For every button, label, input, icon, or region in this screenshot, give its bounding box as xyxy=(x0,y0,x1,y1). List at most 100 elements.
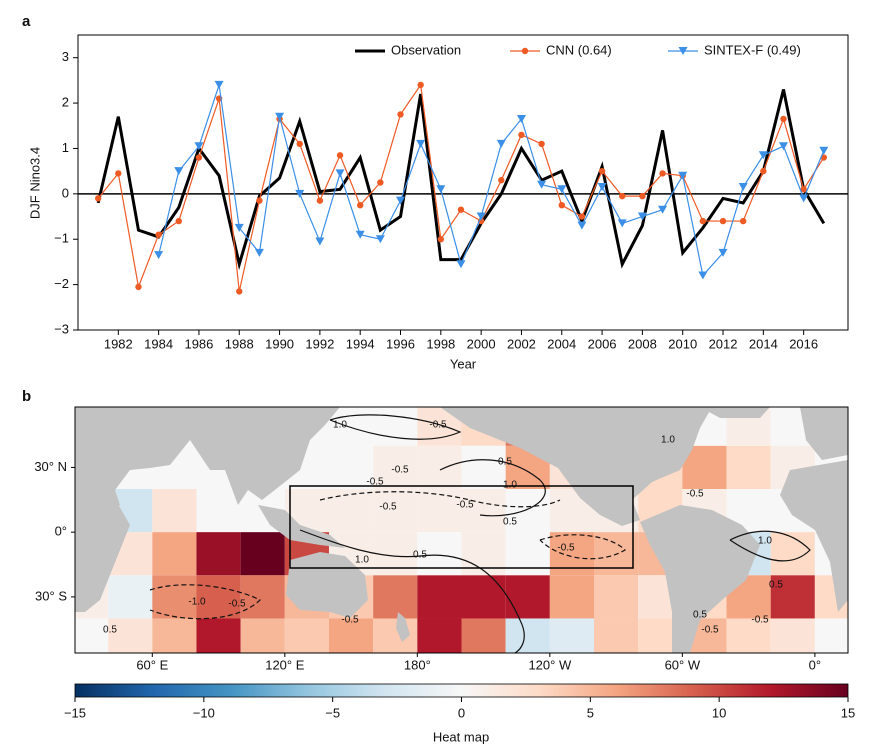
point xyxy=(617,219,627,228)
point xyxy=(598,167,606,175)
contour-label: -0.5 xyxy=(701,625,719,636)
plot-area xyxy=(94,80,829,295)
series-line xyxy=(96,89,826,271)
maritime-asia xyxy=(258,505,345,548)
x-tick-label: 2010 xyxy=(668,336,697,351)
point xyxy=(375,235,385,244)
heat-cell xyxy=(373,445,418,489)
contour-label: -0.5 xyxy=(228,599,246,610)
heat-cell xyxy=(417,489,462,533)
x-tick-label: 1992 xyxy=(305,336,334,351)
x-tick-label: 1984 xyxy=(144,336,173,351)
point xyxy=(719,217,727,225)
colorbar-tick-label: 15 xyxy=(841,705,855,720)
x-tick-label: 1982 xyxy=(104,336,133,351)
heat-cell xyxy=(461,445,506,489)
x-tick-label: 2016 xyxy=(789,336,818,351)
point xyxy=(799,194,809,203)
heat-cell xyxy=(284,618,329,653)
heat-cell xyxy=(152,489,197,533)
heat-cell xyxy=(328,489,374,533)
heat-cell xyxy=(108,618,153,653)
y-tick-label: 2 xyxy=(62,95,69,110)
x-tick-label: 120° W xyxy=(528,657,572,672)
contour-label: 0.5 xyxy=(769,580,783,591)
panel-letter: b xyxy=(22,388,31,405)
contour-label: 1.0 xyxy=(503,480,517,491)
contour-label: -0.5 xyxy=(456,500,474,511)
contour-line xyxy=(149,584,262,620)
y-tick-label: −2 xyxy=(54,276,69,291)
point xyxy=(496,139,506,148)
heat-cell xyxy=(549,575,595,619)
point xyxy=(417,81,424,89)
heat-cell xyxy=(549,532,595,576)
x-tick-label: 120° E xyxy=(265,657,305,672)
point xyxy=(718,248,728,257)
legend-label: Observation xyxy=(391,42,461,57)
heat-cell xyxy=(328,407,374,446)
contour-label: -0.5 xyxy=(366,477,384,488)
y-tick-label: 0° xyxy=(55,524,67,539)
heat-cell xyxy=(373,618,418,653)
point xyxy=(316,197,324,204)
contour-line xyxy=(299,529,525,653)
point xyxy=(597,183,607,192)
point xyxy=(135,283,142,291)
point xyxy=(699,217,707,225)
south-america xyxy=(640,505,760,653)
x-tick-label: 2008 xyxy=(628,336,657,351)
x-tick-label: 180° xyxy=(404,657,431,672)
y-axis-label: DJF Nino3.4 xyxy=(27,147,42,219)
panel-letter: a xyxy=(22,13,31,30)
point xyxy=(356,201,364,209)
point xyxy=(698,271,708,280)
point xyxy=(780,115,787,123)
point xyxy=(758,151,768,160)
x-tick-label: 1990 xyxy=(265,336,294,351)
heat-cell xyxy=(461,618,506,653)
x-tick-label: 1986 xyxy=(184,336,213,351)
point xyxy=(296,140,303,148)
heat-cell xyxy=(373,489,418,533)
colorbar-tick-label: 10 xyxy=(712,705,726,720)
point xyxy=(396,196,406,205)
point xyxy=(155,231,162,238)
x-tick-label: 1998 xyxy=(426,336,455,351)
heat-cell xyxy=(417,618,462,653)
point xyxy=(154,251,164,260)
point xyxy=(436,185,446,194)
contours xyxy=(149,414,811,653)
heat-cell xyxy=(196,489,241,533)
x-tick-label: 0° xyxy=(809,657,821,672)
contour-label: 0.5 xyxy=(103,625,117,636)
contour-label: 1.0 xyxy=(355,555,369,566)
point xyxy=(456,260,466,269)
nino-box xyxy=(289,485,634,569)
greenland xyxy=(700,407,770,418)
y-tick-label: 0 xyxy=(62,185,69,200)
heat-cell xyxy=(240,618,285,653)
contour-line xyxy=(439,459,546,517)
land xyxy=(75,407,848,653)
contour-label: 0.5 xyxy=(503,517,517,528)
point xyxy=(437,236,445,243)
point xyxy=(557,185,567,194)
point xyxy=(336,152,344,159)
west-africa xyxy=(780,460,848,612)
point xyxy=(194,142,204,151)
point xyxy=(115,170,122,177)
point xyxy=(558,201,565,209)
heat-cell xyxy=(461,532,506,576)
heat-cell xyxy=(726,445,771,489)
point xyxy=(738,183,748,192)
africa xyxy=(75,470,130,612)
point xyxy=(619,192,626,200)
point xyxy=(295,189,305,198)
heat-cell xyxy=(417,445,462,489)
point xyxy=(578,213,586,220)
point xyxy=(538,140,545,148)
heat-cell xyxy=(594,618,639,653)
point xyxy=(94,195,102,202)
